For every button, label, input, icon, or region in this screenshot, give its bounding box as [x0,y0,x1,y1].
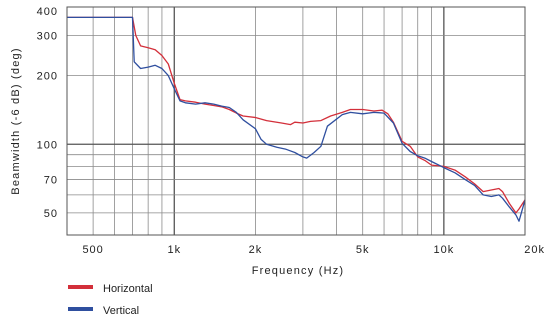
x-tick-label: 20k [524,244,545,256]
grid [67,7,525,235]
y-tick-label: 400 [37,6,58,18]
x-tick-labels: 500 1k 2k 5k 10k 20k [82,244,545,256]
legend-swatch-horizontal [68,285,93,289]
x-tick-label: 5k [356,244,370,256]
legend-label-vertical: Vertical [103,305,139,317]
legend-swatch-vertical [68,307,93,311]
legend-label-horizontal: Horizontal [103,283,153,295]
series-line-horizontal [67,16,526,214]
x-tick-label: 500 [82,244,103,256]
y-tick-labels: 50 70 100 200 300 400 [37,6,58,220]
series-lines [67,16,526,222]
y-tick-label: 100 [37,139,58,151]
legend: Horizontal Vertical [68,283,153,317]
y-tick-label: 50 [44,208,58,220]
y-tick-label: 300 [37,30,58,42]
x-tick-label: 1k [167,244,181,256]
x-tick-label: 10k [433,244,454,256]
x-axis-label: Frequency (Hz) [252,265,345,277]
y-tick-label: 200 [37,71,58,83]
plot-frame [66,6,526,236]
series-line-vertical [67,16,526,222]
y-tick-label: 70 [44,175,58,187]
y-axis-label: Beamwidth (-6 dB) (deg) [10,47,22,194]
x-tick-label: 2k [249,244,263,256]
